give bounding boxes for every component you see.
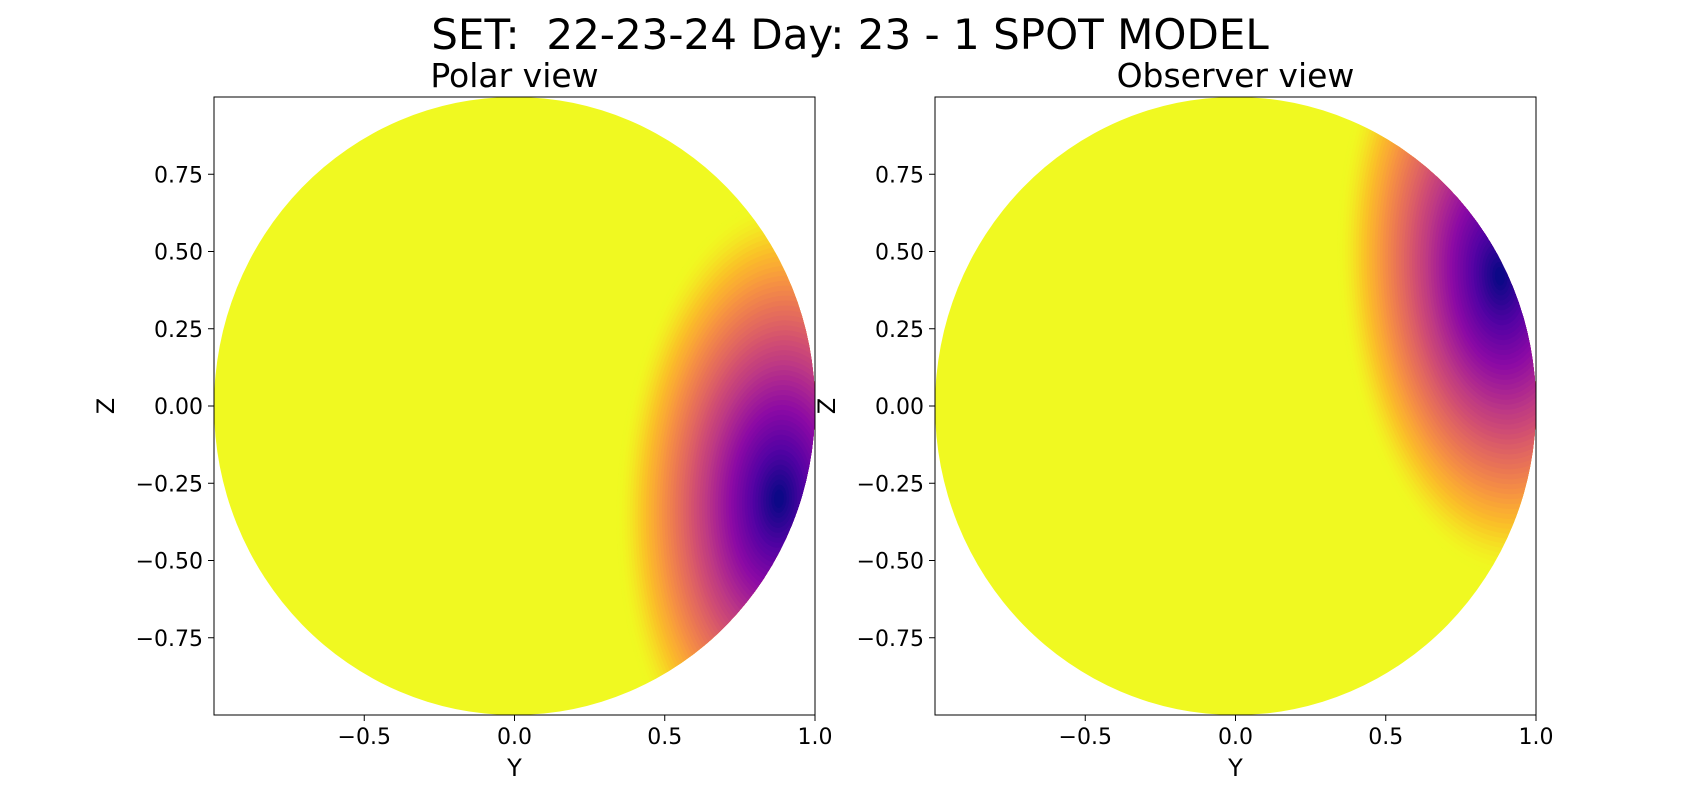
polar-view-ytick-label: 0.75 xyxy=(154,163,203,188)
polar-view-xlabel: Y xyxy=(506,754,522,782)
observer-view-xlabel: Y xyxy=(1227,754,1243,782)
polar-view-title: Polar view xyxy=(430,56,598,95)
polar-view-xtick-label: −0.5 xyxy=(338,725,391,750)
polar-view-ylabel: Z xyxy=(92,398,120,414)
observer-view-panel: −0.5 0.0 0.5 1.0 0.75 0.50 0.25 0.00 −0.25 −0.50 −… xyxy=(813,56,1554,782)
observer-view-ytick-label: −0.75 xyxy=(857,627,924,652)
polar-view-spot-layer xyxy=(773,489,784,508)
observer-view-spot-layer xyxy=(1494,266,1505,286)
polar-view-xtick-label: 0.0 xyxy=(497,725,532,750)
figure-title: SET: 22-23-24 Day: 23 - 1 SPOT MODEL xyxy=(431,10,1269,59)
observer-view-xtick-label: 0.5 xyxy=(1368,725,1403,750)
polar-view-xtick-label: 1.0 xyxy=(798,725,833,750)
observer-view-ytick-label: −0.50 xyxy=(857,550,924,575)
observer-view-ytick-label: 0.75 xyxy=(875,163,924,188)
polar-view-ytick-label: −0.75 xyxy=(136,627,203,652)
polar-view-spot xyxy=(616,196,815,715)
observer-view-ylabel: Z xyxy=(813,398,841,414)
polar-view-ytick-label: 0.50 xyxy=(154,241,203,266)
polar-view-panel: −0.5 0.0 0.5 1.0 0.75 0.50 0.25 0.00 −0.25 −0.50 −… xyxy=(92,56,833,782)
observer-view-ytick-label: 0.00 xyxy=(875,395,924,420)
polar-view-ytick-label: −0.50 xyxy=(136,550,203,575)
observer-view-ytick-label: 0.50 xyxy=(875,241,924,266)
polar-view-xtick-label: 0.5 xyxy=(647,725,682,750)
polar-view-ytick-label: 0.25 xyxy=(154,318,203,343)
polar-view-stellar-disk xyxy=(214,97,815,715)
observer-view-xtick-label: 1.0 xyxy=(1519,725,1554,750)
observer-view-title: Observer view xyxy=(1117,56,1355,95)
observer-view-xtick-label: 0.0 xyxy=(1218,725,1253,750)
polar-view-ytick-label: −0.25 xyxy=(136,472,203,497)
polar-view-ytick-label: 0.00 xyxy=(154,395,203,420)
observer-view-stellar-disk xyxy=(935,97,1536,715)
observer-view-xtick-label: −0.5 xyxy=(1059,725,1112,750)
observer-view-ytick-label: 0.25 xyxy=(875,318,924,343)
observer-view-ytick-label: −0.25 xyxy=(857,472,924,497)
